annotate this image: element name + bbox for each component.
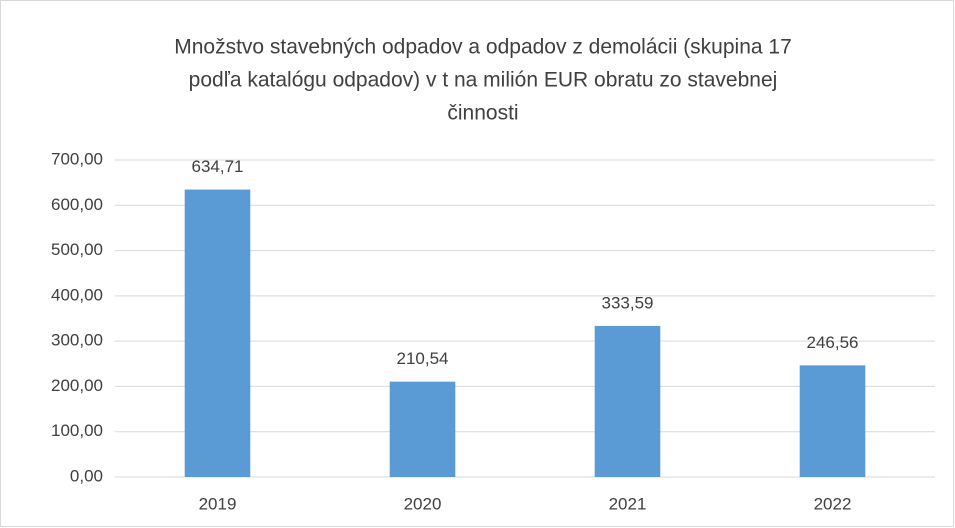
chart-title: činnosti	[447, 102, 518, 125]
data-label: 246,56	[807, 333, 859, 352]
y-tick-label: 100,00	[51, 421, 103, 440]
bar	[799, 365, 866, 477]
chart-title: podľa katalógu odpadov) v t na milión EU…	[189, 69, 778, 92]
y-tick-label: 300,00	[51, 331, 103, 350]
y-tick-label: 600,00	[51, 195, 103, 214]
bar	[594, 325, 661, 477]
data-label: 210,54	[397, 349, 449, 368]
x-tick-label: 2019	[199, 494, 237, 513]
bar	[184, 189, 251, 477]
y-tick-label: 200,00	[51, 376, 103, 395]
chart-title: Množstvo stavebných odpadov a odpadov z …	[174, 36, 792, 59]
x-tick-label: 2021	[609, 494, 647, 513]
y-tick-label: 700,00	[51, 149, 103, 168]
x-tick-label: 2022	[814, 494, 852, 513]
x-tick-label: 2020	[404, 494, 442, 513]
y-tick-label: 0,00	[70, 466, 103, 485]
y-tick-label: 400,00	[51, 285, 103, 304]
data-label: 333,59	[602, 293, 654, 312]
y-tick-label: 500,00	[51, 240, 103, 259]
bar	[389, 381, 456, 477]
data-label: 634,71	[192, 157, 244, 176]
